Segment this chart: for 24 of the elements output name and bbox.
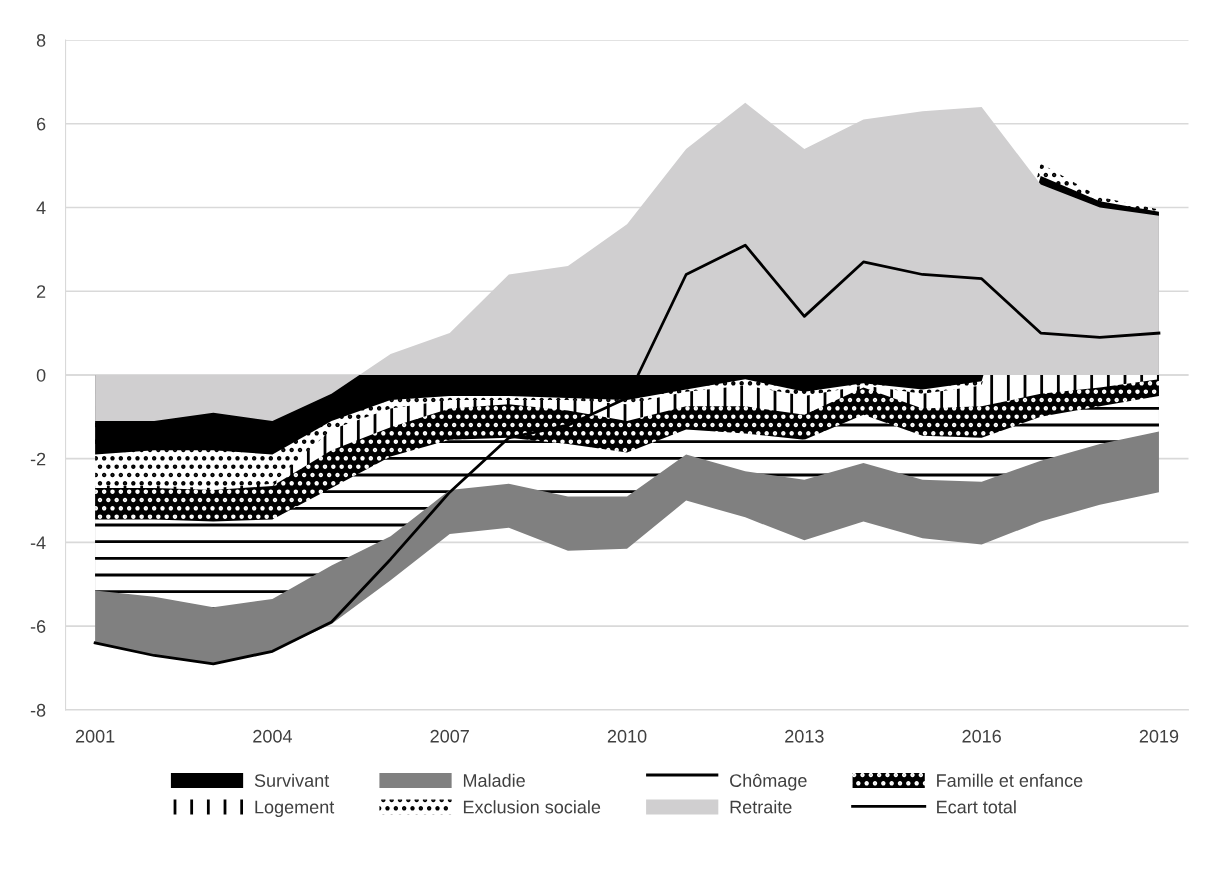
- legend-label: Logement: [255, 800, 335, 818]
- legend-label: Ecart total: [937, 800, 1016, 814]
- x-tick-label: 2016: [962, 729, 1001, 743]
- y-tick-label: 2: [36, 285, 46, 298]
- x-tick-label: 2007: [430, 729, 469, 743]
- legend-label: Exclusion sociale: [463, 800, 601, 814]
- legend-label: Retraite: [730, 800, 792, 814]
- x-tick-label: 2004: [253, 729, 292, 743]
- legend-label: Survivant: [254, 773, 330, 787]
- x-tick-label: 2001: [75, 729, 115, 743]
- legend-label: Maladie: [463, 773, 525, 787]
- legend-label: Famille et enfance: [937, 773, 1083, 787]
- x-tick-label: 2019: [1139, 729, 1179, 743]
- y-tick-label: 8: [36, 33, 46, 47]
- y-tick-label: 4: [36, 201, 46, 215]
- y-tick-label: -4: [30, 536, 46, 549]
- y-tick-label: 6: [36, 117, 46, 131]
- y-tick-label: -8: [30, 703, 46, 717]
- x-tick-label: 2013: [785, 729, 824, 743]
- y-tick-label: -2: [30, 452, 46, 466]
- x-tick-label: 2010: [607, 729, 647, 743]
- y-tick-label: -6: [30, 620, 46, 633]
- legend-label: Chômage: [730, 773, 807, 791]
- y-tick-label: 0: [36, 368, 46, 382]
